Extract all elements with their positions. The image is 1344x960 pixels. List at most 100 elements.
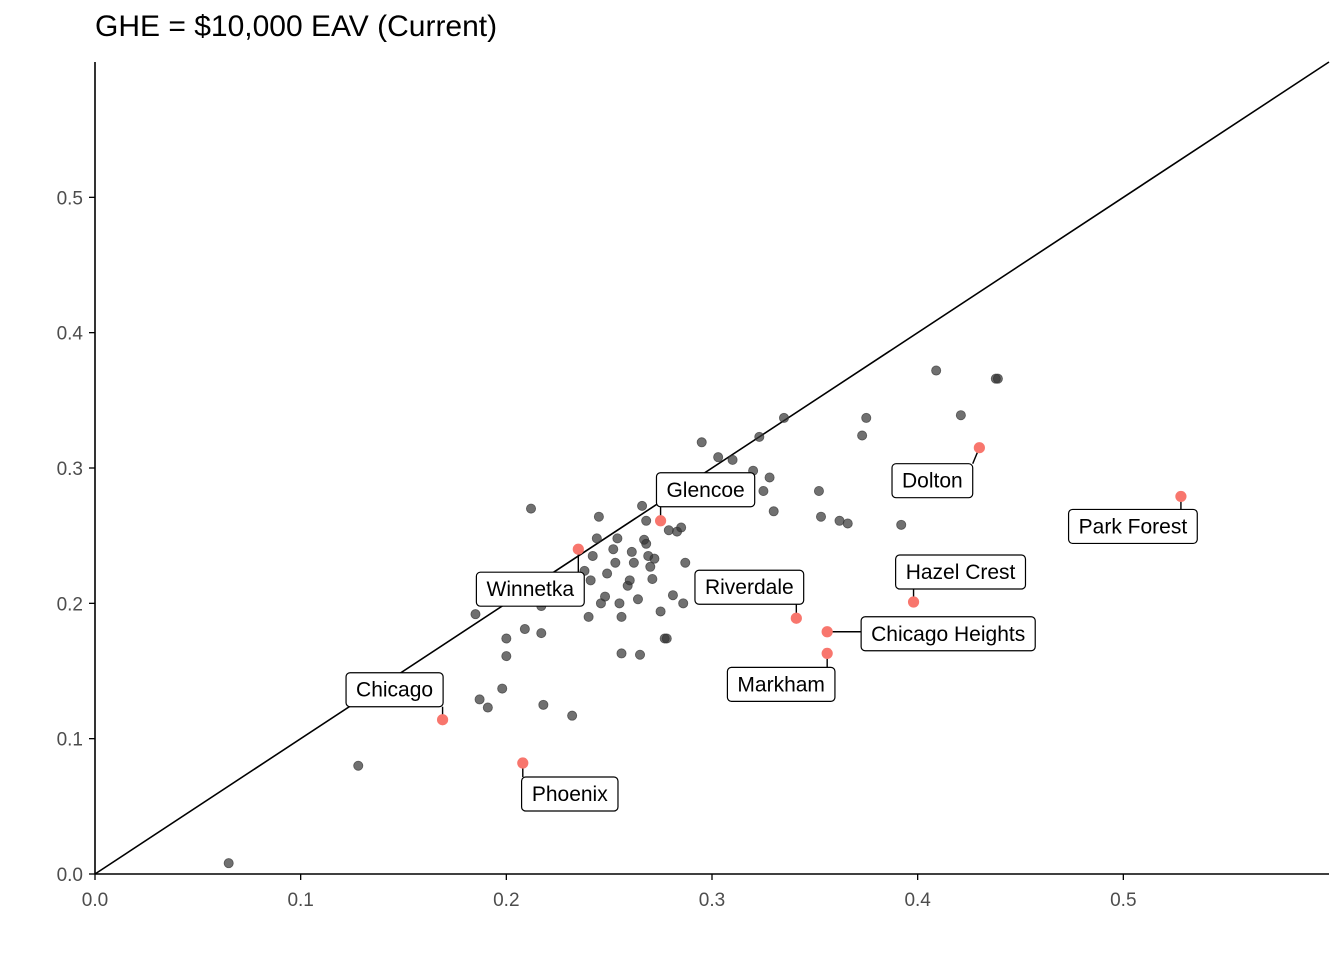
data-point bbox=[501, 633, 512, 644]
point-label: Park Forest bbox=[1079, 515, 1188, 538]
data-point bbox=[602, 568, 613, 579]
point-label: Winnetka bbox=[487, 578, 575, 601]
point-label-box bbox=[891, 463, 974, 499]
data-point bbox=[813, 486, 824, 497]
highlighted-point bbox=[654, 515, 667, 527]
y-tick-label: 0.0 bbox=[57, 865, 83, 886]
x-tick-label: 0.0 bbox=[82, 890, 108, 911]
data-point bbox=[616, 611, 627, 622]
data-point bbox=[861, 412, 872, 423]
data-point bbox=[591, 533, 602, 544]
data-point bbox=[667, 590, 678, 601]
point-label: Markham bbox=[737, 673, 825, 696]
x-tick-label: 0.4 bbox=[904, 890, 931, 911]
highlighted-point bbox=[821, 626, 833, 638]
data-point bbox=[637, 500, 648, 511]
y-tick-label: 0.4 bbox=[57, 324, 84, 345]
data-point bbox=[842, 518, 853, 529]
data-point bbox=[641, 515, 652, 526]
point-label: Hazel Crest bbox=[906, 561, 1016, 584]
highlighted-point bbox=[517, 757, 529, 769]
data-point bbox=[834, 515, 845, 526]
data-point bbox=[696, 437, 707, 448]
point-label-box bbox=[1067, 508, 1198, 545]
point-label: Chicago Heights bbox=[871, 623, 1025, 646]
data-point bbox=[585, 575, 596, 586]
data-point bbox=[635, 649, 646, 660]
point-label-box bbox=[726, 666, 836, 703]
data-point bbox=[497, 683, 508, 694]
data-point bbox=[519, 624, 530, 635]
highlighted-point bbox=[436, 714, 449, 726]
y-tick-label: 0.3 bbox=[57, 459, 83, 480]
data-point bbox=[768, 506, 779, 517]
data-point bbox=[896, 519, 907, 530]
data-point bbox=[608, 544, 619, 555]
data-point bbox=[713, 452, 724, 463]
data-point bbox=[526, 503, 537, 514]
y-tick-label: 0.5 bbox=[57, 188, 83, 209]
highlighted-point bbox=[790, 612, 802, 624]
chart-title: GHE = $10,000 EAV (Current) bbox=[95, 10, 498, 43]
data-point bbox=[616, 648, 627, 659]
data-point bbox=[612, 533, 623, 544]
data-point bbox=[583, 611, 594, 622]
point-label-box bbox=[895, 554, 1027, 590]
point-label-box bbox=[860, 616, 1036, 652]
x-tick-label: 0.2 bbox=[493, 890, 519, 911]
y-tick-label: 0.1 bbox=[57, 730, 83, 751]
data-point bbox=[641, 538, 652, 549]
data-point bbox=[587, 550, 598, 561]
highlighted-point bbox=[821, 647, 833, 660]
data-point bbox=[593, 511, 604, 522]
point-label-box bbox=[345, 672, 444, 708]
point-label: Chicago bbox=[356, 679, 433, 702]
point-label-box bbox=[694, 569, 805, 605]
data-point bbox=[764, 472, 775, 483]
data-point bbox=[931, 365, 942, 376]
point-label-box bbox=[520, 776, 619, 812]
data-point bbox=[624, 575, 635, 586]
highlighted-point bbox=[572, 543, 584, 555]
x-tick-label: 0.1 bbox=[287, 890, 313, 911]
data-point bbox=[663, 525, 674, 536]
point-label: Riverdale bbox=[705, 576, 794, 599]
data-point bbox=[649, 553, 660, 564]
data-point bbox=[992, 373, 1003, 384]
data-point bbox=[538, 699, 549, 710]
reference-line bbox=[94, 61, 1330, 875]
data-point bbox=[470, 609, 481, 620]
data-point bbox=[614, 598, 625, 609]
highlighted-point bbox=[973, 442, 985, 454]
data-point bbox=[676, 522, 687, 533]
data-point bbox=[678, 598, 689, 609]
data-point bbox=[754, 431, 765, 442]
x-tick-label: 0.5 bbox=[1110, 890, 1136, 911]
data-point bbox=[632, 594, 643, 605]
data-point bbox=[778, 412, 789, 423]
data-point bbox=[474, 694, 485, 705]
highlighted-point bbox=[907, 596, 920, 608]
y-tick-label: 0.2 bbox=[57, 594, 83, 615]
data-point bbox=[645, 561, 656, 572]
data-point bbox=[501, 651, 512, 662]
data-point bbox=[661, 633, 672, 644]
data-point bbox=[727, 454, 738, 465]
data-point bbox=[955, 410, 966, 421]
data-point bbox=[353, 760, 364, 771]
data-point bbox=[628, 557, 639, 568]
data-point bbox=[816, 511, 827, 522]
point-label: Phoenix bbox=[532, 783, 608, 806]
data-point bbox=[536, 628, 547, 639]
data-point bbox=[626, 546, 637, 557]
data-point bbox=[610, 557, 621, 568]
highlighted-point bbox=[1175, 490, 1187, 503]
point-label-box bbox=[655, 472, 756, 508]
point-label: Glencoe bbox=[666, 479, 744, 502]
point-label-box bbox=[475, 571, 585, 607]
data-point bbox=[600, 591, 611, 602]
data-point bbox=[758, 486, 769, 497]
data-point bbox=[655, 606, 666, 617]
data-point bbox=[857, 430, 868, 441]
